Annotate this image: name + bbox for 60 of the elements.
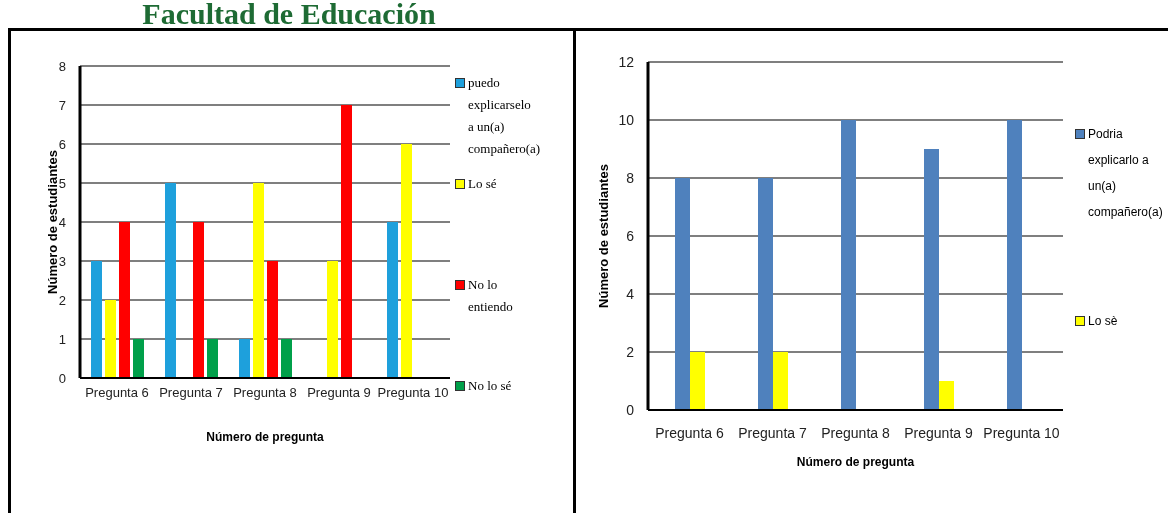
chart-title: Facultad de Educación — [142, 0, 436, 30]
legend-label: Podria explicarlo a un(a) compañero(a) — [1088, 127, 1163, 219]
y-tick-label: 2 — [626, 343, 635, 360]
bar — [327, 261, 338, 378]
x-tick-label: Pregunta 10 — [377, 385, 449, 401]
bar — [91, 261, 102, 378]
bar — [758, 178, 773, 410]
bar — [267, 261, 278, 378]
y-tick-label: 0 — [58, 370, 66, 386]
y-axis-title: Número de estudiantes — [595, 164, 611, 308]
y-tick-label: 1 — [58, 331, 66, 347]
bar — [939, 381, 954, 410]
bar — [133, 339, 144, 378]
legend-label: Lo sé — [468, 176, 497, 191]
y-tick-label: 6 — [58, 136, 66, 152]
y-tick-label: 4 — [58, 214, 66, 230]
bar — [239, 339, 250, 378]
x-tick-label: Pregunta 7 — [159, 385, 223, 401]
y-tick-label: 12 — [618, 53, 635, 70]
x-axis-title: Número de pregunta — [796, 455, 915, 469]
bar — [1007, 120, 1022, 410]
bar — [675, 178, 690, 410]
bar — [165, 183, 176, 378]
y-tick-label: 6 — [626, 227, 635, 244]
bar — [690, 352, 705, 410]
x-tick-label: Pregunta 6 — [655, 424, 724, 441]
y-axis-title: Número de estudiantes — [44, 150, 60, 294]
x-tick-label: Pregunta 9 — [904, 424, 973, 441]
legend-label: Lo sè — [1088, 314, 1118, 328]
y-tick-label: 8 — [626, 169, 635, 186]
x-axis-title: Número de pregunta — [206, 430, 324, 444]
legend-label: No lo sé — [468, 378, 512, 393]
bar — [401, 144, 412, 378]
x-tick-label: Pregunta 8 — [233, 385, 297, 401]
x-tick-label: Pregunta 10 — [983, 424, 1060, 441]
y-tick-label: 0 — [626, 401, 635, 418]
bar — [105, 300, 116, 378]
y-tick-label: 7 — [58, 97, 66, 113]
bar — [841, 120, 856, 410]
x-tick-label: Pregunta 7 — [738, 424, 807, 441]
legend-label: puedo explicarselo a un(a) compañero(a) — [468, 75, 541, 156]
bar — [253, 183, 264, 378]
y-tick-label: 10 — [618, 111, 635, 128]
x-tick-label: Pregunta 6 — [85, 385, 149, 401]
bar — [341, 105, 352, 378]
bar — [924, 149, 939, 410]
bar — [281, 339, 292, 378]
bar — [119, 222, 130, 378]
y-tick-label: 3 — [58, 253, 66, 269]
y-tick-label: 4 — [626, 285, 635, 302]
legend-label: No lo entiendo — [468, 277, 513, 314]
bar — [207, 339, 218, 378]
x-tick-label: Pregunta 8 — [821, 424, 890, 441]
y-tick-label: 8 — [58, 58, 66, 74]
y-tick-label: 2 — [58, 292, 66, 308]
bar — [193, 222, 204, 378]
x-tick-label: Pregunta 9 — [307, 385, 371, 401]
bar — [387, 222, 398, 378]
bar — [773, 352, 788, 410]
y-tick-label: 5 — [58, 175, 66, 191]
